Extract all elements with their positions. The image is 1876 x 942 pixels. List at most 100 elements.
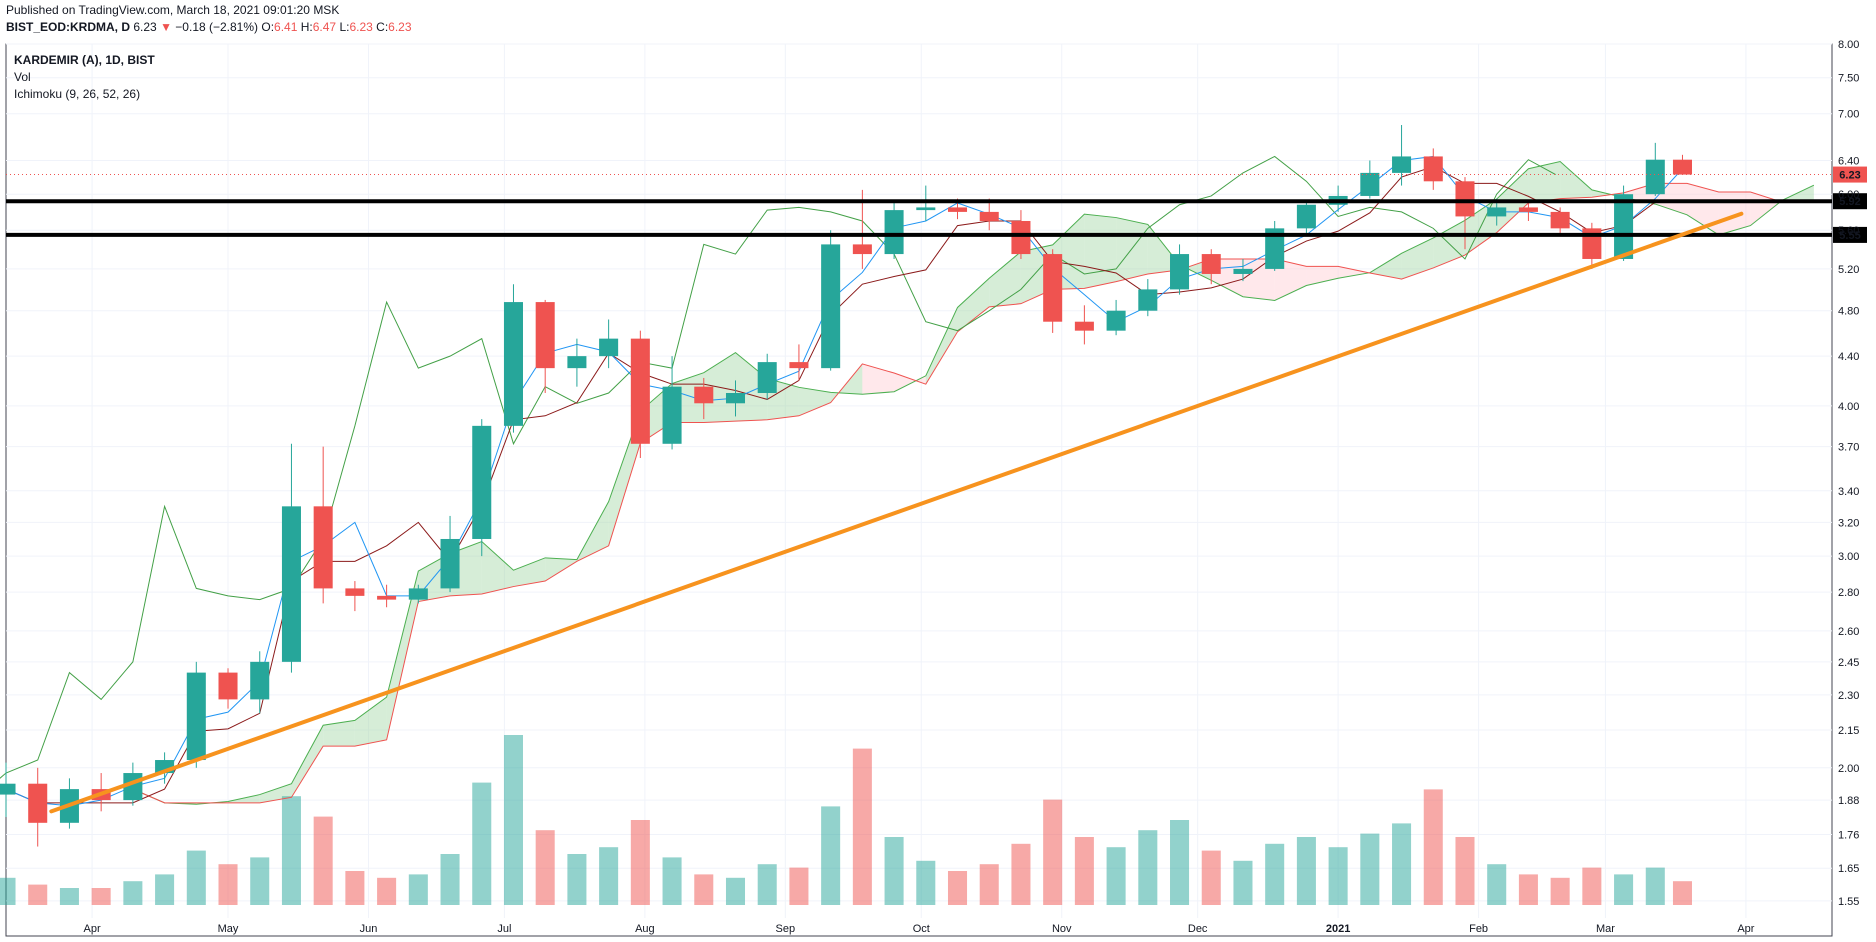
volume-bar xyxy=(1392,823,1412,905)
candle-body xyxy=(947,207,968,212)
candle-body xyxy=(1614,194,1634,259)
x-tick-label: Oct xyxy=(913,923,930,935)
volume-bar xyxy=(408,874,428,905)
volume-bar xyxy=(662,857,682,905)
y-axis[interactable]: 8.00 7.50 7.00 6.40 6.00 5.60 5.20 4.80 4.40 4.00… xyxy=(1838,39,1859,908)
low-label: L: xyxy=(339,20,350,34)
legend-ichimoku: Ichimoku (9, 26, 52, 26) xyxy=(14,87,140,101)
candle-body xyxy=(789,362,809,369)
close-label: C: xyxy=(376,20,389,34)
price-change: −0.18 (−2.81%) xyxy=(175,20,259,34)
x-tick-label: Mar xyxy=(1596,923,1615,935)
down-arrow-icon: ▼ xyxy=(160,20,172,34)
published-line: Published on TradingView.com, March 18, … xyxy=(6,3,340,17)
level-price-tag xyxy=(1833,193,1867,210)
x-tick-label: Sep xyxy=(776,923,796,935)
volume-bar xyxy=(1011,843,1031,905)
candle-body xyxy=(1138,289,1158,311)
volume-bar xyxy=(1423,789,1443,905)
volume-bar xyxy=(1106,847,1126,905)
volume-bar xyxy=(1074,837,1094,905)
symbol-label: BIST_EOD:KRDMA, D xyxy=(6,20,131,34)
candle-body xyxy=(345,588,365,596)
cloud-segment xyxy=(608,411,641,546)
y-tick-label: 3.00 xyxy=(1838,551,1859,563)
cloud-segment xyxy=(830,363,863,403)
cloud-segment xyxy=(1116,217,1148,282)
trendline-group[interactable] xyxy=(49,211,1744,814)
x-tick-label: Aug xyxy=(635,923,655,935)
y-tick-label: 4.00 xyxy=(1838,401,1859,413)
legend-vol: Vol xyxy=(14,70,31,84)
volume-bar xyxy=(1265,843,1285,905)
volume-bar xyxy=(91,888,111,905)
candle-body xyxy=(979,211,999,221)
last-price-tag xyxy=(1833,166,1867,183)
cloud-segment xyxy=(862,363,895,395)
volume-bar xyxy=(884,837,904,905)
candle-body xyxy=(852,244,872,255)
candle-body xyxy=(186,672,206,761)
y-tick-label: 2.80 xyxy=(1838,587,1859,599)
y-tick-label: 1.65 xyxy=(1838,863,1859,875)
low-value: 6.23 xyxy=(349,20,373,34)
x-tick-label: Jun xyxy=(360,923,378,935)
volume-bar xyxy=(567,854,587,905)
candle-body xyxy=(250,661,270,700)
x-tick-label: 2021 xyxy=(1326,923,1350,935)
y-tick-label: 2.60 xyxy=(1838,626,1859,638)
y-tick-label: 3.20 xyxy=(1838,517,1859,529)
candle-body xyxy=(1170,254,1190,290)
high-label: H: xyxy=(300,20,313,34)
volume-bar xyxy=(916,860,936,905)
cloud-segment xyxy=(1528,161,1561,203)
y-tick-label: 2.45 xyxy=(1838,657,1859,669)
cloud-segment xyxy=(1084,214,1117,289)
x-axis[interactable]: Apr May Jun Jul Aug Sep Oct Nov Dec 2021 Feb Mar Apr xyxy=(84,923,1755,935)
cloud-segment xyxy=(989,251,1021,307)
candle-body xyxy=(694,386,714,404)
y-tick-label: 1.55 xyxy=(1838,896,1859,908)
volume-bar xyxy=(0,877,16,905)
candle-body xyxy=(1106,310,1126,331)
candle-body xyxy=(630,338,650,444)
legend: KARDEMIR (A), 1D, BIST Vol Ichimoku (9, … xyxy=(14,53,155,101)
cloud-segment xyxy=(894,373,926,392)
x-tick-label: Jul xyxy=(497,923,511,935)
volume-bar xyxy=(1672,881,1692,905)
volume-bar xyxy=(440,854,460,905)
cloud-segment xyxy=(386,571,419,740)
cloud-segment xyxy=(1274,258,1307,301)
last-price: 6.23 xyxy=(133,20,157,34)
candles xyxy=(0,125,1692,847)
volume-bar xyxy=(59,888,79,905)
volume-bar xyxy=(503,735,523,905)
y-tick-label: 3.40 xyxy=(1838,486,1859,498)
candle-body xyxy=(567,356,587,369)
volume-bar xyxy=(821,806,841,905)
candle-body xyxy=(218,672,238,700)
volume-bar xyxy=(218,864,238,905)
candle-body xyxy=(440,538,460,589)
cloud-segment xyxy=(354,697,387,747)
volume-bar xyxy=(377,877,397,905)
volume-bar xyxy=(281,796,301,905)
close-value: 6.23 xyxy=(388,20,412,34)
candle-body xyxy=(0,783,16,795)
candle-body xyxy=(1265,228,1285,269)
x-tick-label: Nov xyxy=(1052,923,1072,935)
candle-body xyxy=(503,302,523,426)
volume-bar xyxy=(979,864,999,905)
horizontal-levels[interactable]: 5.92 5.55 6.23 xyxy=(6,166,1867,243)
x-tick-label: Dec xyxy=(1188,923,1208,935)
volume-bar xyxy=(630,820,650,905)
open-label: O: xyxy=(261,20,275,34)
candle-body xyxy=(757,362,777,394)
volume-bar xyxy=(123,881,143,905)
y-tick-label: 3.70 xyxy=(1838,442,1859,454)
candle-body xyxy=(599,338,619,357)
y-tick-label: 4.80 xyxy=(1838,306,1859,318)
candle-body xyxy=(313,506,333,589)
volume-bar xyxy=(345,871,365,905)
